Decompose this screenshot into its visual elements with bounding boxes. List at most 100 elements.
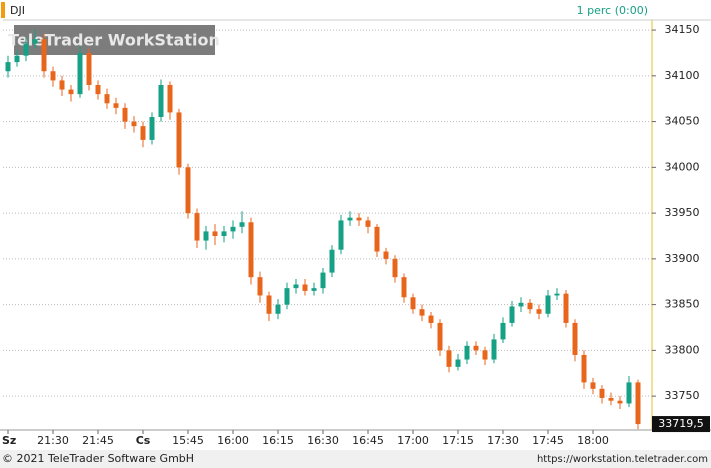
candle-body <box>149 117 155 140</box>
candle-body <box>491 339 497 360</box>
candle-body <box>41 39 47 72</box>
candle-body <box>293 284 299 289</box>
candle-body <box>230 226 236 232</box>
x-tick-label: 16:00 <box>217 434 249 447</box>
candle-body <box>59 80 65 90</box>
candle-body <box>167 84 173 113</box>
candle-body <box>158 84 164 118</box>
candle-body <box>401 277 407 298</box>
candle-body <box>500 322 506 340</box>
copyright: © 2021 TeleTrader Software GmbH <box>2 452 194 465</box>
candle-body <box>122 107 128 122</box>
candle-body <box>329 249 335 273</box>
candle-body <box>527 302 533 310</box>
candle-body <box>77 52 83 95</box>
candle-body <box>257 277 263 296</box>
candle-body <box>203 231 209 241</box>
candle-body <box>419 309 425 316</box>
y-tick-label: 33900 <box>665 252 700 265</box>
footer-bar <box>0 450 711 468</box>
y-tick-label: 34000 <box>665 160 700 173</box>
candle-body <box>248 222 254 278</box>
x-tick-label: 17:30 <box>487 434 519 447</box>
candle-body <box>581 354 587 383</box>
candle-body <box>266 295 272 314</box>
x-tick-label: 16:45 <box>352 434 384 447</box>
candle-body <box>50 71 56 81</box>
candle-body <box>221 231 227 236</box>
candle-body <box>23 43 29 56</box>
candle-body <box>131 121 137 127</box>
header-bar <box>0 0 711 20</box>
x-tick-label: 15:45 <box>172 434 204 447</box>
candle-body <box>545 295 551 314</box>
candle-body <box>617 400 623 404</box>
candle-body <box>599 388 605 398</box>
candle-body <box>446 350 452 367</box>
candle-body <box>536 309 542 314</box>
x-tick-label: 18:00 <box>577 434 609 447</box>
y-tick-label: 33800 <box>665 343 700 356</box>
x-tick-label: 16:30 <box>307 434 339 447</box>
candle-body <box>113 103 119 108</box>
candle-body <box>338 220 344 250</box>
candle-body <box>140 126 146 140</box>
candle-body <box>374 226 380 252</box>
candle-body <box>509 306 515 323</box>
candle-body <box>14 55 20 63</box>
candle-body <box>68 89 74 95</box>
candle-body <box>482 350 488 360</box>
candle-body <box>455 359 461 367</box>
candle-body <box>428 315 434 323</box>
last-price-box <box>652 416 710 433</box>
candle-body <box>473 345 479 351</box>
y-tick-label: 33950 <box>665 206 700 219</box>
candle-body <box>572 322 578 355</box>
interval: 1 perc (0:00) <box>577 4 648 17</box>
candle-body <box>365 220 371 227</box>
y-tick-label: 34150 <box>665 23 700 36</box>
candle-body <box>275 304 281 314</box>
footer-url[interactable]: https://workstation.teletrader.com <box>537 454 708 465</box>
candle-body <box>320 272 326 289</box>
candle-body <box>563 293 569 323</box>
candle-body <box>554 293 560 296</box>
candle-body <box>194 213 200 241</box>
candle-body <box>626 382 632 404</box>
candle-body <box>212 231 218 236</box>
candle-body <box>518 302 524 307</box>
watermark: TeleTrader WorkStation <box>8 31 220 50</box>
candle-body <box>590 382 596 389</box>
candle-body <box>437 322 443 351</box>
x-tick-label: 17:15 <box>442 434 474 447</box>
candle-body <box>302 284 308 291</box>
candle-body <box>347 217 353 221</box>
y-tick-label: 33850 <box>665 298 700 311</box>
y-tick-label: 34050 <box>665 115 700 128</box>
candle-body <box>32 39 38 44</box>
x-tick-label: 17:00 <box>397 434 429 447</box>
x-tick-label: Sz <box>2 434 16 447</box>
x-tick-label: 21:45 <box>82 434 114 447</box>
y-tick-label: 33750 <box>665 389 700 402</box>
symbol-marker <box>1 2 5 18</box>
candle-body <box>383 251 389 259</box>
watermark-box <box>14 25 215 55</box>
candle-body <box>95 84 101 95</box>
candle-body <box>176 112 182 168</box>
candle-body <box>86 52 92 85</box>
candle-body <box>410 297 416 310</box>
x-tick-label: Cs <box>136 434 151 447</box>
x-tick-label: 17:45 <box>532 434 564 447</box>
x-tick-label: 21:30 <box>37 434 69 447</box>
candle-body <box>311 288 317 291</box>
candle-body <box>635 382 641 425</box>
y-tick-label: 34100 <box>665 69 700 82</box>
candle-body <box>185 167 191 214</box>
last-price-label: 33719,5 <box>658 417 704 430</box>
candle-body <box>239 222 245 227</box>
candle-body <box>356 217 362 221</box>
candle-body <box>284 288 290 305</box>
